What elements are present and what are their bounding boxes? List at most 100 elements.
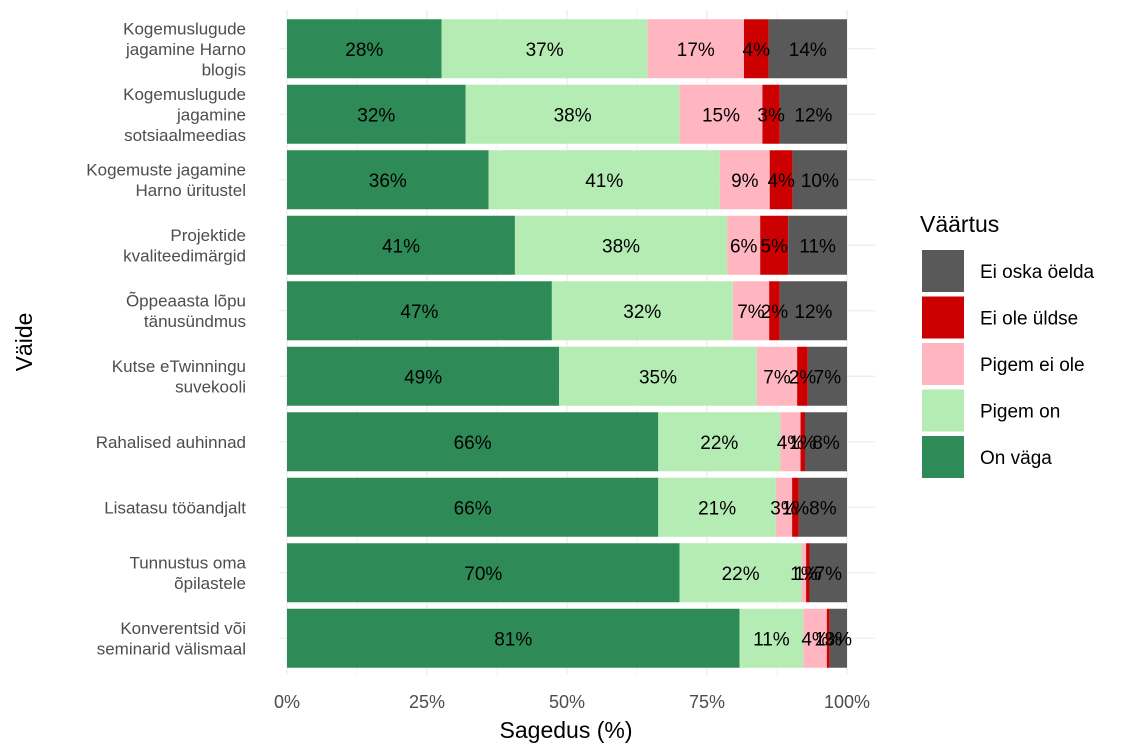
data-label: 21%	[698, 498, 736, 519]
bar-segment	[743, 19, 769, 79]
bar-segment	[769, 150, 793, 210]
y-tick-label-line: Õppeaasta lõpu	[126, 292, 246, 311]
data-label: 11%	[753, 629, 790, 650]
bar-segment	[488, 150, 720, 210]
data-label: 4%	[777, 433, 805, 454]
y-tick-label-line: suvekooli	[175, 378, 246, 397]
y-tick-label: Kogemuslugude jagamine Harno blogis	[123, 19, 246, 79]
legend-swatch	[922, 343, 964, 385]
bar-segment	[775, 477, 793, 537]
legend-label: Pigem on	[980, 402, 1060, 423]
x-tick-label: 50%	[549, 692, 585, 712]
y-tick-label-line: Konverentsid või	[120, 619, 246, 638]
y-tick-label-line: Harno üritustel	[135, 181, 246, 200]
bar-segment	[829, 608, 847, 668]
x-axis-title: Sagedus (%)	[500, 717, 633, 743]
bar-segment	[739, 608, 804, 668]
bar-segment	[760, 215, 789, 275]
y-tick-label-line: Lisatasu tööandjalt	[104, 498, 246, 517]
data-label: 3%	[757, 105, 785, 126]
bar-segment	[805, 412, 847, 472]
data-label: 7%	[737, 302, 765, 323]
legend-swatch	[922, 296, 964, 339]
y-tick-label: Kogemuslugude jagamine sotsiaalmeedias	[123, 85, 246, 145]
bar-segment	[287, 84, 466, 144]
y-tick-label-line: Kutse eTwinningu	[112, 357, 246, 376]
data-label: 66%	[454, 433, 492, 454]
bar-segment	[756, 346, 798, 406]
y-tick-label: Konverentsid või seminarid välismaal	[97, 619, 246, 659]
data-label: 2%	[789, 367, 817, 388]
data-label: 49%	[404, 367, 442, 388]
legend-swatch	[922, 436, 964, 478]
y-tick-label: Kutse eTwinningu suvekooli	[112, 357, 246, 397]
data-label: 10%	[801, 171, 839, 192]
data-label: 41%	[585, 171, 623, 192]
bar-segment	[441, 19, 648, 79]
bar-segment	[792, 150, 847, 210]
bar-segment	[658, 412, 781, 472]
bar-segment	[803, 608, 827, 668]
x-tick-label: 100%	[824, 692, 870, 712]
bar-segment	[514, 215, 728, 275]
y-axis-labels: Kogemuslugude jagamine Harno blogisKogemus…	[86, 19, 246, 658]
data-label: 7%	[815, 564, 843, 585]
bar-segment	[287, 477, 659, 537]
bar-segment	[732, 281, 770, 341]
bar-segment	[679, 84, 763, 144]
data-label: 15%	[702, 105, 740, 126]
bar-segment	[287, 412, 659, 472]
bar-segment	[559, 346, 757, 406]
y-tick-label: Tunnustus oma õpilastele	[129, 554, 246, 594]
data-label: 4%	[743, 40, 771, 61]
bar-segment	[769, 281, 780, 341]
bar-segment	[658, 477, 776, 537]
legend: Väärtus Ei oska öelda Ei ole üldse Pigem e…	[920, 211, 1095, 478]
y-tick-label-line: õpilastele	[174, 574, 246, 593]
y-tick-label-line: Projektide	[170, 226, 246, 245]
bar-segment	[287, 215, 515, 275]
data-label: 81%	[494, 629, 532, 650]
data-label: 12%	[794, 302, 832, 323]
data-label: 3%	[825, 629, 853, 650]
data-label: 28%	[345, 40, 383, 61]
bar-segment	[287, 543, 680, 603]
bar-segment	[768, 19, 847, 79]
data-label: 32%	[623, 302, 661, 323]
segment-labels: 28% 37% 17% 4% 14% 32% 38% 15% 3% 12% 36% 41% 9% 4% 10…	[345, 40, 852, 651]
bar-segment	[780, 412, 801, 472]
bar-segment	[287, 608, 740, 668]
bar-segment	[807, 346, 847, 406]
x-axis-ticks: 0% 25% 50% 75% 100%	[274, 692, 870, 712]
bar-segment	[287, 346, 560, 406]
data-label: 1%	[782, 498, 810, 519]
data-label: 70%	[464, 564, 502, 585]
y-tick-label-line: Tunnustus oma	[129, 554, 246, 573]
bar-segment	[809, 543, 847, 603]
y-axis-title: Väide	[11, 313, 37, 372]
legend-label: Pigem ei ole	[980, 355, 1085, 376]
x-tick-label: 75%	[689, 692, 725, 712]
data-label: 17%	[677, 40, 715, 61]
data-label: 5%	[760, 236, 788, 257]
data-label: 1%	[815, 629, 843, 650]
data-label: 1%	[790, 564, 818, 585]
data-label: 1%	[794, 564, 822, 585]
data-label: 9%	[731, 171, 759, 192]
legend-label: On väga	[980, 448, 1052, 469]
data-label: 35%	[639, 367, 677, 388]
y-tick-label-line: jagamine Harno	[125, 40, 246, 59]
bar-segment	[287, 150, 489, 210]
data-label: 41%	[382, 236, 420, 257]
data-label: 47%	[400, 302, 438, 323]
data-label: 11%	[799, 236, 836, 257]
bar-segment	[800, 412, 805, 472]
data-label: 2%	[761, 302, 789, 323]
legend-label: Ei oska öelda	[980, 262, 1095, 283]
bar-segment	[287, 281, 552, 341]
bar-segment	[801, 543, 807, 603]
bars	[287, 19, 847, 668]
bar-segment	[762, 84, 780, 144]
y-tick-label-line: sotsiaalmeedias	[124, 126, 246, 145]
data-label: 3%	[770, 498, 798, 519]
